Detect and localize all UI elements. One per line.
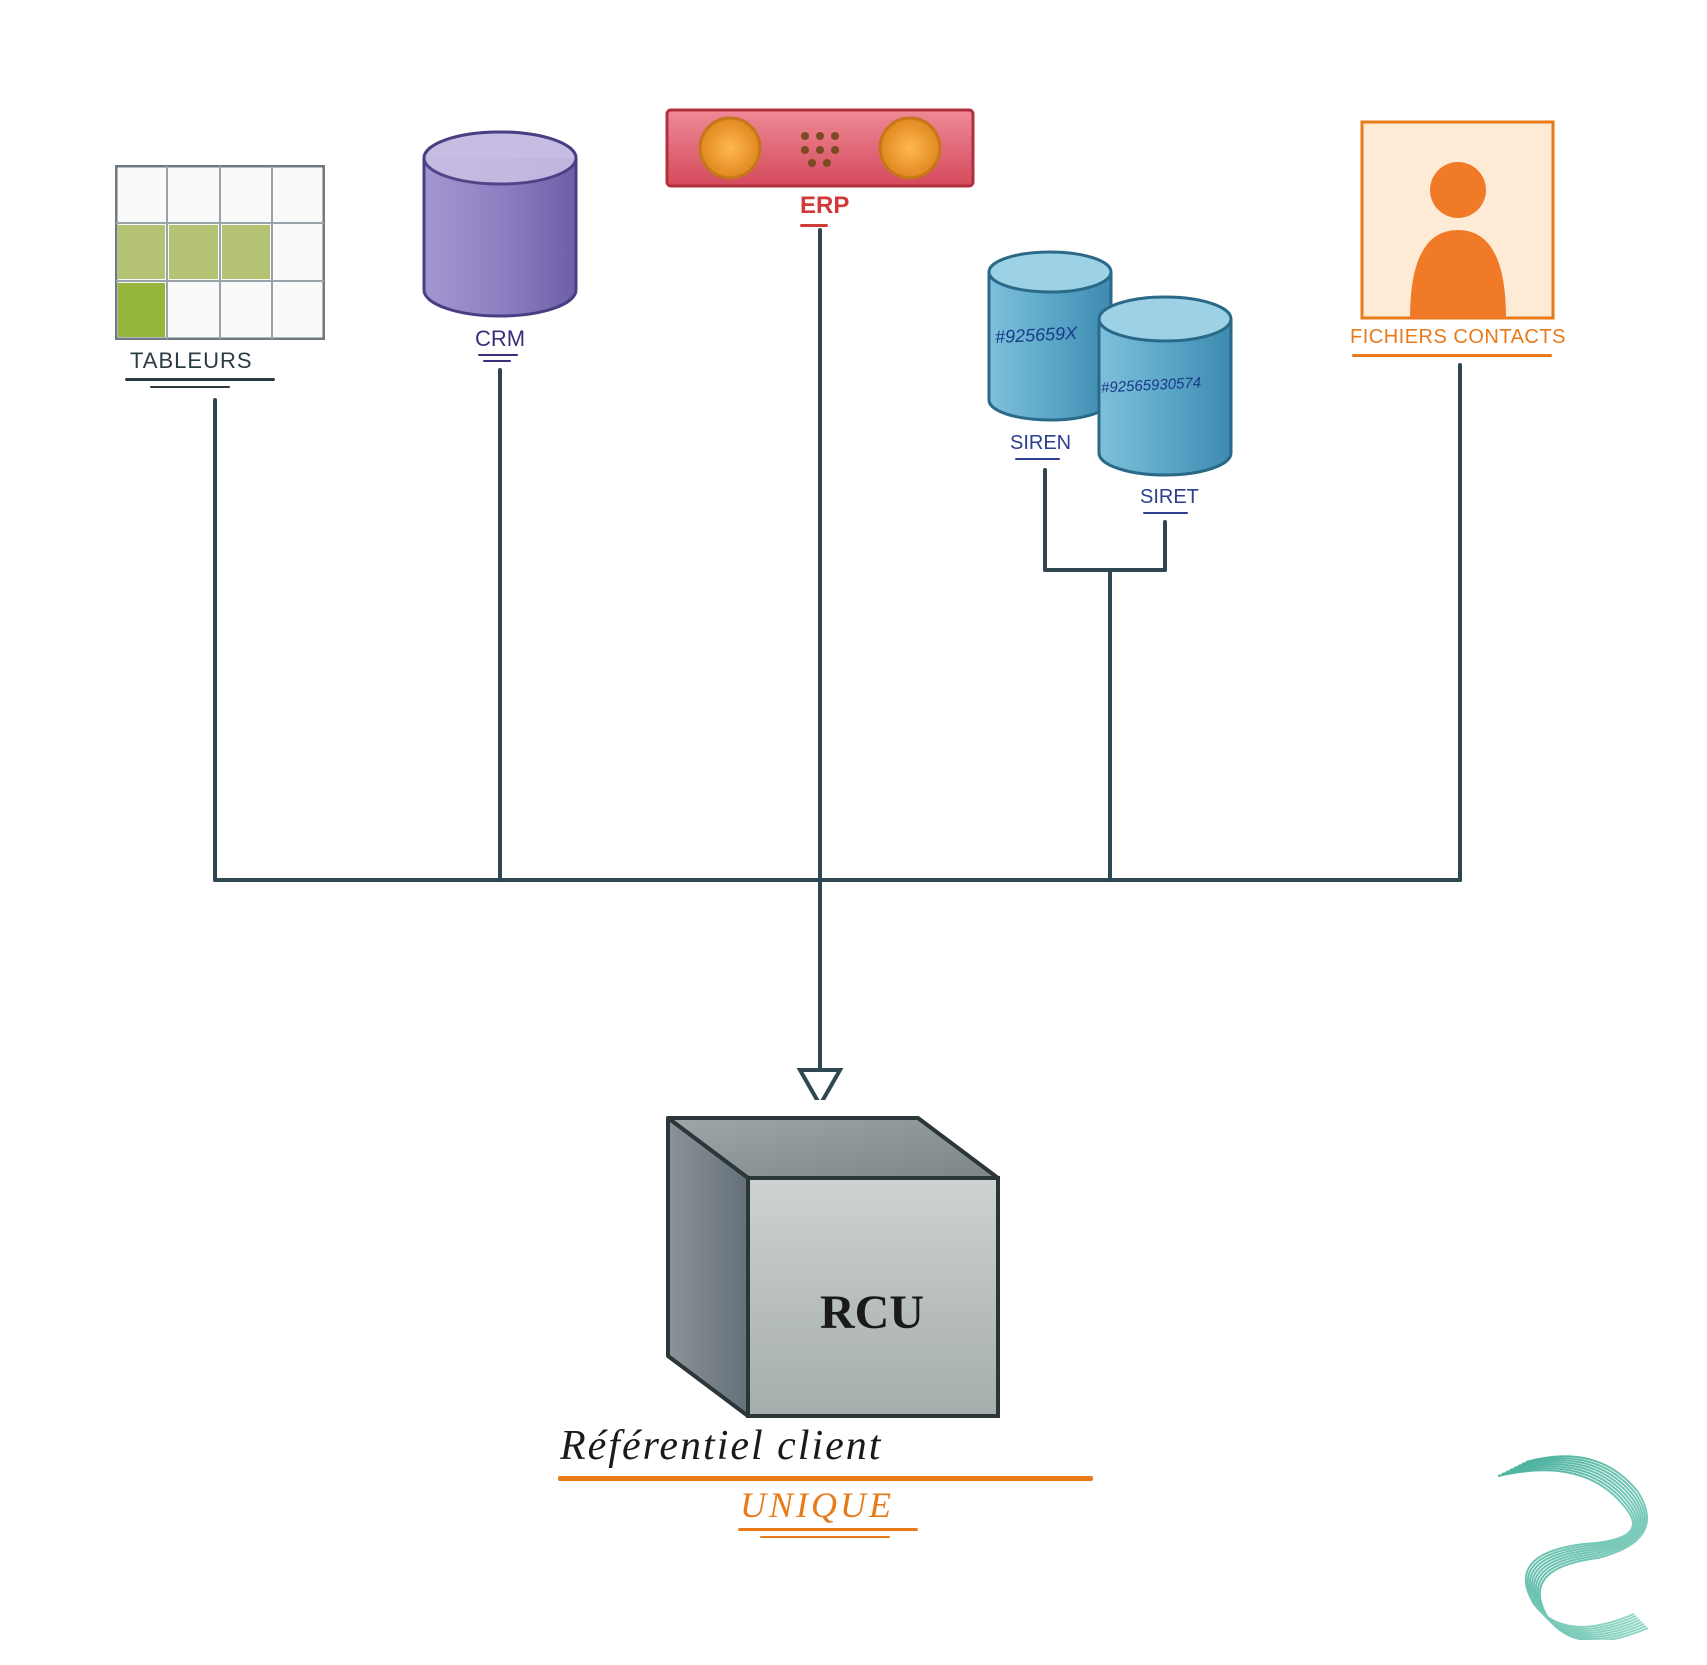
rcu-node: RCU bbox=[620, 1100, 1020, 1440]
siren-underline bbox=[1015, 458, 1060, 460]
erp-node bbox=[665, 108, 975, 188]
siren-text: #925659X bbox=[995, 323, 1078, 348]
cube-icon bbox=[620, 1100, 1020, 1440]
fichiers-label: FICHIERS CONTACTS bbox=[1350, 326, 1566, 349]
crm-underline bbox=[478, 354, 518, 356]
siret-node: #92565930574 bbox=[1095, 295, 1235, 480]
tableurs-underline2 bbox=[150, 386, 230, 388]
person-card-icon bbox=[1360, 120, 1555, 320]
siret-underline bbox=[1143, 512, 1188, 514]
tableurs-label: TABLEURS bbox=[130, 348, 253, 374]
erp-icon bbox=[665, 108, 975, 188]
s-logo-icon bbox=[1470, 1440, 1670, 1640]
fichiers-node bbox=[1360, 120, 1555, 320]
tableurs-node bbox=[115, 165, 325, 340]
crm-label: CRM bbox=[475, 326, 525, 352]
rcu-subtitle: unique bbox=[740, 1484, 894, 1526]
siret-label: SIRET bbox=[1140, 486, 1199, 509]
fichiers-underline bbox=[1352, 354, 1552, 357]
rcu-subtitle-underline2 bbox=[760, 1536, 890, 1538]
crm-node bbox=[420, 130, 580, 320]
crm-underline2 bbox=[483, 360, 511, 362]
tableurs-underline bbox=[125, 378, 275, 381]
rcu-box-label: RCU bbox=[820, 1285, 924, 1340]
rcu-title-underline bbox=[558, 1476, 1093, 1481]
database-icon bbox=[420, 130, 580, 320]
spreadsheet-icon bbox=[115, 165, 325, 340]
erp-label: ERP bbox=[800, 192, 849, 220]
erp-underline bbox=[800, 224, 828, 227]
logo bbox=[1470, 1440, 1670, 1640]
rcu-subtitle-underline bbox=[738, 1528, 918, 1531]
rcu-title: Référentiel client bbox=[560, 1422, 882, 1470]
siren-label: SIREN bbox=[1010, 432, 1071, 455]
